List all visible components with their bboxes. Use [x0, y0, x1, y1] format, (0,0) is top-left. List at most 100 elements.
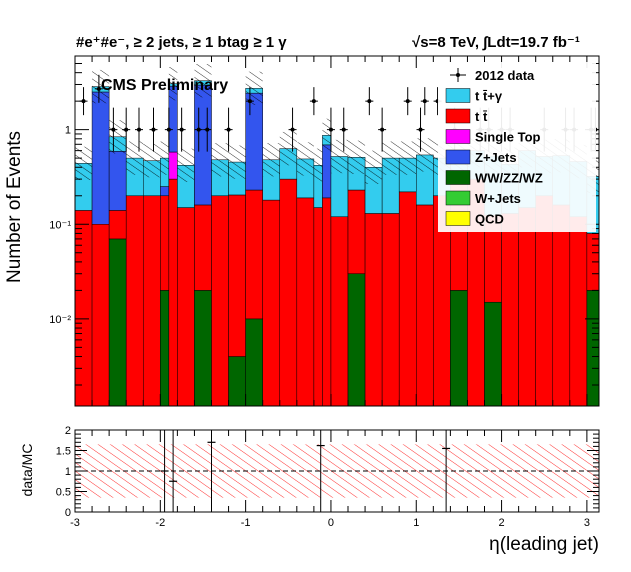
bar-zjets [108, 151, 127, 211]
ratio-y-tick-label: 2 [65, 425, 71, 437]
uncertainty-bin [194, 64, 212, 98]
uncertainty-bin [262, 143, 280, 177]
legend-swatch [445, 170, 471, 185]
legend-swatch [445, 190, 471, 206]
x-tick-label: -2 [155, 517, 165, 529]
bar-wwzzwz [484, 301, 502, 406]
uncertainty-bin [399, 141, 417, 175]
bar-tt [160, 195, 170, 291]
uncertainty-bin [313, 148, 323, 182]
data-point [422, 99, 427, 104]
bar-tt [518, 207, 536, 406]
uncertainty-bin [168, 67, 178, 101]
bar-tt [398, 191, 417, 406]
uncertainty-bin [109, 120, 127, 154]
legend-label: W+Jets [475, 191, 521, 206]
data-point [290, 127, 295, 132]
bar-zjets [194, 84, 212, 206]
x-tick-label: -1 [241, 517, 251, 529]
uncertainty-bin [296, 142, 314, 176]
bar-tt [279, 178, 298, 406]
bar-tt [211, 195, 229, 406]
uncertainty-bin [279, 131, 297, 166]
bar-tt [364, 213, 383, 406]
bar-zjets [160, 186, 170, 197]
data-point [380, 127, 385, 132]
legend-swatch [445, 88, 471, 103]
bar-tt [168, 178, 178, 406]
bar-zjets [91, 91, 110, 225]
bar-tt [330, 216, 349, 406]
ratio-y-axis: 0 0.5 1 1.5 2 [56, 425, 599, 519]
legend-label: Z+Jets [475, 150, 517, 165]
bar-zjets [245, 92, 263, 191]
bar-wwzzwz [245, 318, 263, 406]
ratio-y-tick-label: 1 [65, 466, 71, 478]
uncertainty-bin [92, 69, 110, 104]
data-point [136, 127, 141, 132]
ratio-y-label: data/MC [19, 444, 35, 497]
bar-tt [125, 195, 144, 406]
legend-label: WW/ZZ/WZ [475, 171, 543, 186]
y-tick-label: 1 [65, 125, 71, 137]
uncertainty-bin [348, 140, 366, 174]
legend: 2012 data t t̄+γ t t̄ Single Top Z+Jets WW/ZZ… [438, 62, 596, 232]
bar-tt [228, 194, 246, 357]
bar-tt [313, 207, 323, 406]
bar-wwzzwz [108, 238, 127, 406]
data-point [111, 127, 116, 132]
uncertainty-bin [322, 118, 331, 153]
x-tick-label: -3 [70, 517, 80, 529]
data-point [205, 127, 210, 132]
bar-tt [262, 199, 281, 406]
legend-label: t t̄+γ [475, 89, 503, 104]
bar-tt [91, 224, 110, 406]
uncertainty-bin [126, 141, 144, 175]
top-frame [74, 55, 600, 407]
x-axis-label: η(leading jet) [489, 534, 599, 555]
cms-preliminary-label: CMS Preliminary [101, 77, 228, 94]
data-point [405, 99, 410, 104]
uncertainty-bin [211, 143, 229, 177]
data-point [151, 127, 156, 132]
legend-swatch [445, 149, 471, 165]
bar-wwzzwz [228, 356, 246, 406]
legend-bg [438, 62, 596, 232]
data-point [247, 99, 252, 104]
ratio-band [75, 444, 599, 498]
data-point [418, 127, 423, 132]
x-tick-label: 0 [328, 517, 334, 529]
uncertainty-bin [228, 145, 246, 179]
data-point [166, 127, 171, 132]
ratio-uncertainty [75, 444, 599, 498]
top-histogram [75, 80, 599, 406]
legend-label: t t̄ [475, 109, 488, 124]
bar-tt [416, 204, 434, 406]
bar-tt [552, 204, 571, 406]
data-point [367, 99, 372, 104]
legend-data-marker [456, 73, 460, 77]
legend-swatch [445, 129, 471, 144]
data-point [81, 99, 86, 104]
bar-wwzzwz [586, 290, 599, 406]
bar-tt [501, 213, 519, 406]
bar-tt [245, 189, 263, 320]
data-point [96, 86, 101, 91]
top-y-axis: 10⁻² 10⁻¹ 1 [49, 55, 599, 386]
x-tick-label: 1 [413, 517, 419, 529]
legend-label: Single Top [475, 130, 541, 145]
uncertainty-bin [143, 143, 161, 178]
data-point [196, 127, 201, 132]
legend-swatch [445, 211, 471, 226]
uncertainty-bin [245, 71, 263, 106]
bar-tt [569, 216, 588, 406]
data-point [124, 127, 129, 132]
uncertainty-bin [75, 146, 93, 181]
bar-tt [296, 197, 315, 406]
legend-label: QCD [475, 212, 504, 227]
legend-swatch [445, 108, 471, 124]
uncertainty-bin [330, 139, 349, 174]
data-point [311, 99, 316, 104]
x-tick-label: 3 [584, 517, 590, 529]
